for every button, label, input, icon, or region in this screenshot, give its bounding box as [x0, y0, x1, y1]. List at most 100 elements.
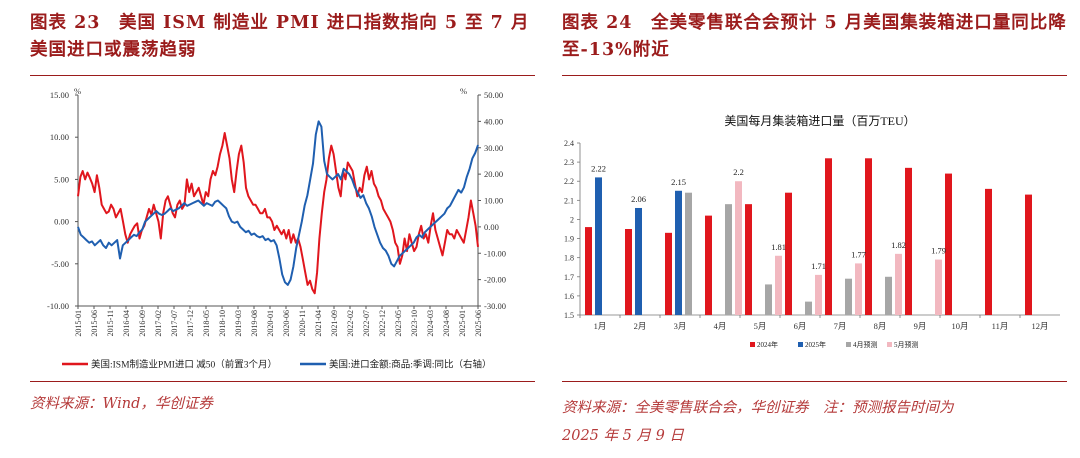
bar-data-label: 1.77	[851, 249, 866, 259]
right-chart-title: 图表 24 全美零售联合会预计 5 月美国集装箱进口量同比降至-13%附近	[562, 13, 1067, 60]
bar-forecast-may	[815, 274, 822, 315]
bar-y-tick-label: 2.2	[564, 177, 574, 186]
bar-data-label: 2.15	[671, 177, 686, 187]
bar-y-tick-label: 1.8	[564, 254, 574, 263]
bar-y-tick-label: 1.5	[564, 311, 574, 320]
bar-x-tick-label: 4月	[714, 321, 727, 331]
bar-x-tick-label: 12月	[1031, 321, 1048, 331]
bar-data-label: 1.79	[931, 246, 946, 256]
left-y-tick-label: 5.00	[54, 174, 69, 184]
right-source-divider	[562, 381, 1067, 382]
x-tick-label: 2020-01	[266, 310, 275, 337]
x-tick-label: 2015-06	[90, 310, 99, 337]
bar-data-label: 2.2	[733, 167, 744, 177]
x-tick-label: 2023-05	[394, 310, 403, 337]
bar-x-tick-label: 11月	[992, 321, 1009, 331]
x-tick-label: 2024-03	[426, 310, 435, 337]
bar-data-label: 1.82	[891, 240, 906, 250]
x-tick-label: 2016-04	[122, 310, 131, 337]
x-tick-label: 2018-05	[202, 310, 211, 337]
right-y-tick-label: 50.00	[484, 90, 503, 100]
right-y-tick-label: 0.00	[484, 222, 499, 232]
bar-x-tick-label: 7月	[834, 321, 847, 331]
right-y-tick-label: 10.00	[484, 196, 503, 206]
bar-2024	[945, 173, 952, 315]
legend-label-pmi: 美国:ISM制造业PMI进口 减50（前置3个月）	[91, 359, 277, 371]
bar-forecast-apr	[725, 204, 732, 315]
x-tick-label: 2019-03	[234, 310, 243, 337]
bar-2025	[595, 177, 602, 315]
bar-x-tick-label: 2月	[634, 321, 647, 331]
left-source-note: 资料来源：Wind，华创证券	[30, 396, 213, 412]
right-y-tick-label: 30.00	[484, 143, 503, 153]
bar-y-tick-label: 1.7	[564, 273, 574, 282]
bar-2025	[635, 207, 642, 315]
legend-label-import-yoy: 美国:进口金额:商品:季调:同比（右轴）	[329, 359, 492, 371]
bar-y-tick-label: 1.9	[564, 235, 574, 244]
bar-forecast-may	[855, 263, 862, 315]
bar-forecast-may	[735, 181, 742, 315]
bar-y-tick-label: 1.6	[564, 292, 574, 301]
x-tick-label: 2019-08	[250, 310, 259, 337]
bar-data-label: 2.22	[591, 163, 606, 173]
x-tick-label: 2016-09	[138, 310, 147, 337]
left-source-divider	[30, 381, 535, 382]
bar-forecast-apr	[885, 276, 892, 315]
x-tick-label: 2024-08	[442, 310, 451, 337]
bar-legend-label: 2024年	[757, 340, 778, 349]
bar-x-tick-label: 8月	[874, 321, 887, 331]
x-tick-label: 2025-01	[458, 310, 467, 337]
bar-data-label: 2.06	[631, 194, 646, 204]
right-y-tick-label: 40.00	[484, 116, 503, 126]
bar-2024	[585, 227, 592, 315]
x-tick-label: 2022-07	[362, 310, 371, 337]
right-title-divider	[562, 75, 1067, 76]
bar-2024	[1025, 194, 1032, 315]
bar-forecast-apr	[765, 284, 772, 315]
left-y-tick-label: -10.00	[47, 301, 69, 311]
left-chart-title: 图表 23 美国 ISM 制造业 PMI 进口指数指向 5 至 7 月美国进口或…	[30, 13, 530, 60]
bar-x-tick-label: 10月	[951, 321, 968, 331]
left-y-unit: %	[74, 86, 81, 96]
right-source-note-line2: 2025 年 5 月 9 日	[562, 428, 684, 444]
x-tick-label: 2025-06	[474, 310, 483, 337]
bar-forecast-apr	[805, 301, 812, 315]
bar-x-tick-label: 3月	[674, 321, 687, 331]
bar-x-tick-label: 9月	[914, 321, 927, 331]
bar-data-label: 1.71	[811, 261, 826, 271]
bar-2024	[705, 215, 712, 315]
bar-x-tick-label: 6月	[794, 321, 807, 331]
x-tick-label: 2023-10	[410, 310, 419, 337]
x-tick-label: 2020-11	[298, 310, 307, 336]
bar-2024	[665, 232, 672, 315]
series-line-import-yoy	[77, 120, 479, 286]
bar-y-tick-label: 2.3	[564, 158, 574, 167]
x-tick-label: 2015-11	[106, 310, 115, 336]
bar-legend-swatch	[798, 342, 803, 347]
x-tick-label: 2021-04	[314, 310, 323, 337]
x-tick-label: 2022-02	[346, 310, 355, 337]
bar-legend-swatch	[887, 342, 892, 347]
x-tick-label: 2021-09	[330, 310, 339, 337]
bar-x-tick-label: 5月	[754, 321, 767, 331]
bar-2024	[625, 229, 632, 315]
bar-forecast-apr	[845, 278, 852, 315]
bar-y-tick-label: 2.1	[564, 196, 574, 205]
bar-y-tick-label: 2	[570, 215, 574, 224]
x-tick-label: 2020-06	[282, 310, 291, 337]
right-y-tick-label: -20.00	[484, 275, 506, 285]
x-tick-label: 2017-07	[170, 310, 179, 337]
right-y-tick-label: 20.00	[484, 169, 503, 179]
left-y-tick-label: 10.00	[50, 132, 69, 142]
right-y-tick-label: -10.00	[484, 248, 506, 258]
bar-forecast-may	[775, 255, 782, 315]
bar-2024	[985, 188, 992, 315]
bar-legend-swatch	[750, 342, 755, 347]
right-y-tick-label: -30.00	[484, 301, 506, 311]
x-tick-label: 2017-02	[154, 310, 163, 337]
bar-2024	[865, 158, 872, 315]
bar-forecast-may	[935, 259, 942, 315]
bar-forecast-may	[895, 253, 902, 315]
bar-2024	[825, 158, 832, 315]
